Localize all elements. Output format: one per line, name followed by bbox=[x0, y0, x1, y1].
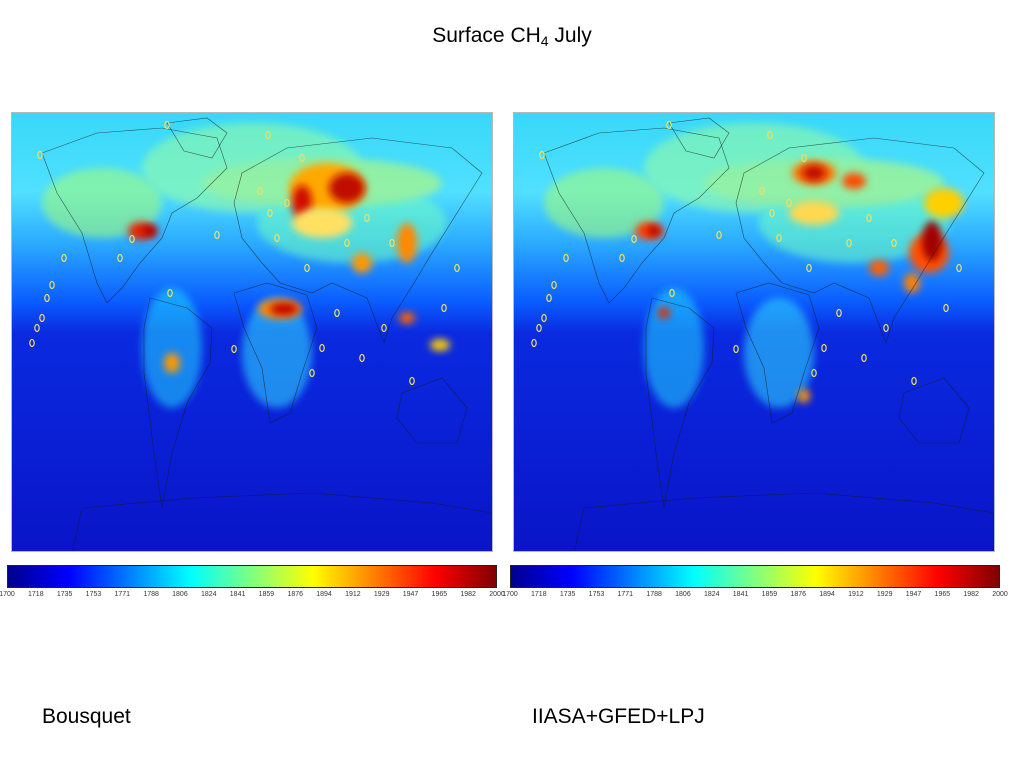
colorbar-tick-label: 1894 bbox=[819, 591, 835, 598]
map-panel-bousquet bbox=[11, 112, 493, 552]
colorbar-tick-label: 1982 bbox=[963, 591, 979, 598]
panel-label-iiasa: IIASA+GFED+LPJ bbox=[532, 705, 705, 728]
colorbar-tick-label: 2000 bbox=[992, 591, 1008, 598]
colorbar-tick-label: 1735 bbox=[56, 591, 73, 598]
colorbar-ticks-left: 1700 1718 1735 1753 1771 1788 1806 1824 1841 1859… bbox=[0, 591, 507, 603]
colorbar-tick-label: 1929 bbox=[373, 591, 390, 598]
colorbar-tick-label: 1718 bbox=[28, 591, 44, 598]
colorbar-right bbox=[510, 565, 1000, 588]
colorbar-tick-label: 1806 bbox=[172, 591, 188, 598]
colorbar-tick-label: 1912 bbox=[345, 591, 361, 598]
colorbar-tick-label: 1700 bbox=[502, 591, 518, 598]
methane-map-iiasa bbox=[514, 113, 994, 551]
colorbar-tick-label: 1753 bbox=[85, 591, 102, 598]
colorbar-tick-label: 1929 bbox=[876, 591, 893, 598]
colorbar-tick-label: 1859 bbox=[258, 591, 275, 598]
colorbar-tick-label: 1753 bbox=[588, 591, 605, 598]
colorbar-tick-label: 1876 bbox=[287, 591, 304, 598]
colorbar-tick-label: 1982 bbox=[460, 591, 476, 598]
colorbar-tick-label: 1788 bbox=[646, 591, 662, 598]
map-panel-iiasa bbox=[513, 112, 995, 552]
colorbar-tick-label: 1965 bbox=[934, 591, 951, 598]
colorbar-tick-label: 1894 bbox=[316, 591, 332, 598]
colorbar-tick-label: 1700 bbox=[0, 591, 15, 598]
colorbar-tick-label: 1841 bbox=[229, 591, 246, 598]
methane-map-bousquet bbox=[12, 113, 492, 551]
colorbar-tick-label: 1965 bbox=[431, 591, 448, 598]
colorbar-tick-label: 1947 bbox=[402, 591, 419, 598]
colorbar-tick-label: 1876 bbox=[790, 591, 807, 598]
colorbar-tick-label: 1788 bbox=[143, 591, 159, 598]
colorbar-tick-label: 1824 bbox=[200, 591, 217, 598]
page-title: Surface CH4 July bbox=[432, 24, 592, 49]
colorbar-tick-label: 1718 bbox=[531, 591, 547, 598]
colorbar-tick-label: 1859 bbox=[761, 591, 778, 598]
colorbar-tick-label: 1806 bbox=[675, 591, 691, 598]
colorbar-left bbox=[7, 565, 497, 588]
colorbar-tick-label: 1771 bbox=[114, 591, 131, 598]
colorbar-tick-label: 1824 bbox=[703, 591, 720, 598]
colorbar-tick-label: 1912 bbox=[848, 591, 864, 598]
colorbar-tick-label: 1771 bbox=[617, 591, 634, 598]
panel-label-bousquet: Bousquet bbox=[42, 705, 131, 728]
colorbar-tick-label: 1947 bbox=[905, 591, 922, 598]
colorbar-tick-label: 2000 bbox=[489, 591, 505, 598]
colorbar-tick-label: 1735 bbox=[559, 591, 576, 598]
colorbar-ticks-right: 1700 1718 1735 1753 1771 1788 1806 1824 1841 1859… bbox=[502, 591, 1010, 603]
colorbar-tick-label: 1841 bbox=[732, 591, 749, 598]
